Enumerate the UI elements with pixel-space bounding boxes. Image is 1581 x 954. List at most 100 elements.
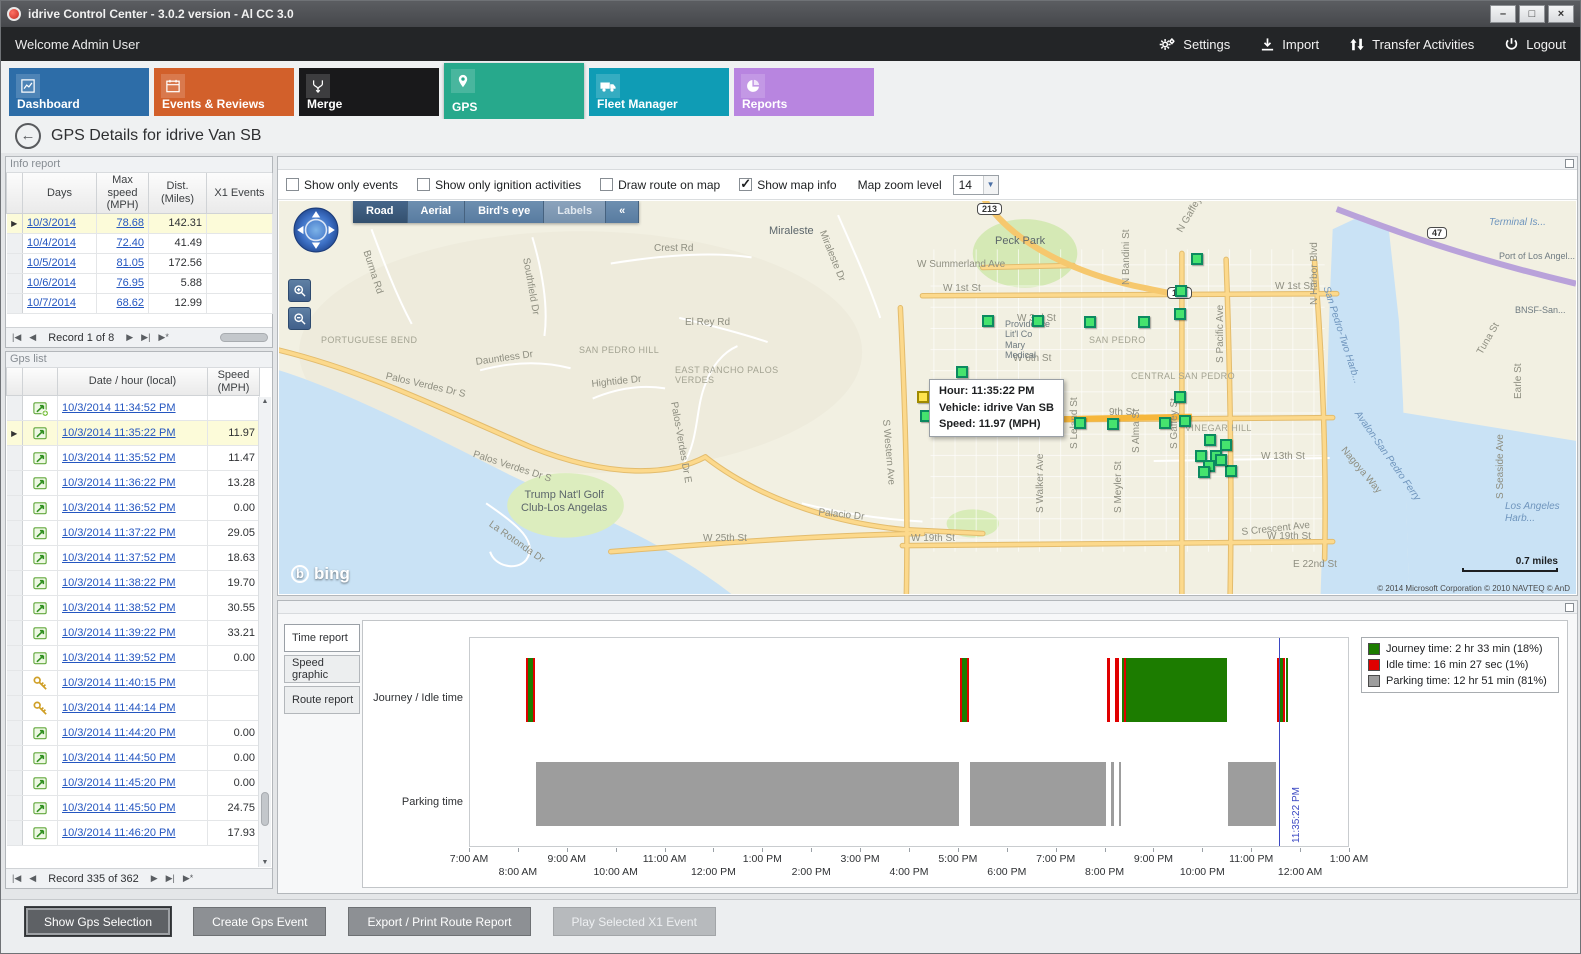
vertical-scrollbar[interactable]: ▲ ▼	[258, 397, 271, 867]
nav-tile-merge[interactable]: Merge	[299, 68, 439, 116]
pager-first-button[interactable]: |◀	[12, 873, 22, 883]
checkbox-icon[interactable]	[600, 178, 614, 191]
gps-marker[interactable]	[1138, 316, 1150, 328]
datetime-cell[interactable]: 10/3/2014 11:44:20 PM	[57, 720, 208, 747]
checkbox-icon[interactable]	[286, 178, 299, 191]
gps-list-row[interactable]: 10/3/2014 11:34:52 PM	[6, 395, 260, 422]
datetime-cell[interactable]: 10/3/2014 11:45:20 PM	[57, 770, 208, 797]
nav-tile-fleet[interactable]: Fleet Manager	[589, 68, 729, 116]
datetime-cell[interactable]: 10/3/2014 11:45:50 PM	[57, 795, 208, 822]
checkbox-show-only-ignition[interactable]: Show only ignition activities	[417, 178, 581, 192]
chevron-down-icon[interactable]: ▼	[982, 175, 998, 194]
gps-list-row[interactable]: 10/3/2014 11:36:52 PM 0.00	[6, 495, 260, 522]
settings-button[interactable]: Settings	[1158, 37, 1230, 52]
datetime-cell[interactable]: 10/3/2014 11:37:52 PM	[57, 545, 208, 572]
gps-marker[interactable]	[1191, 253, 1203, 265]
pager-last-button[interactable]: ▶|	[165, 873, 175, 883]
gps-marker[interactable]	[1174, 308, 1186, 320]
zoom-in-button[interactable]	[288, 279, 311, 302]
close-button[interactable]: ×	[1548, 5, 1574, 23]
gps-list-row[interactable]: 10/3/2014 11:38:22 PM 19.70	[6, 570, 260, 597]
info-report-row[interactable]: 10/5/2014 81.05 172.56	[6, 253, 273, 274]
transfer-button[interactable]: Transfer Activities	[1349, 37, 1474, 52]
pager-first-button[interactable]: |◀	[12, 332, 22, 342]
datetime-cell[interactable]: 10/3/2014 11:35:22 PM	[57, 420, 208, 447]
gps-marker[interactable]	[982, 315, 994, 327]
info-report-row[interactable]: ▶ 10/3/2014 78.68 142.31	[6, 213, 273, 234]
map-zoom-dropdown[interactable]: 14 ▼	[952, 174, 999, 195]
gps-marker[interactable]	[1204, 434, 1216, 446]
datetime-cell[interactable]: 10/3/2014 11:36:22 PM	[57, 470, 208, 497]
pager-next-button[interactable]: ▶	[126, 332, 134, 342]
export-print-route-report-button[interactable]: Export / Print Route Report	[348, 907, 531, 936]
gps-list-row[interactable]: 10/3/2014 11:38:52 PM 30.55	[6, 595, 260, 622]
gps-list-row[interactable]: 10/3/2014 11:44:50 PM 0.00	[6, 745, 260, 772]
nav-tile-gps[interactable]: GPS	[444, 63, 584, 119]
datetime-cell[interactable]: 10/3/2014 11:36:52 PM	[57, 495, 208, 522]
column-header[interactable]: Days	[22, 173, 97, 214]
chart-expand-button[interactable]	[1565, 603, 1574, 612]
chart-tab-time-report[interactable]: Time report	[284, 624, 360, 652]
datetime-cell[interactable]: 10/3/2014 11:35:52 PM	[57, 445, 208, 472]
gps-marker[interactable]	[1179, 415, 1191, 427]
gps-list-row[interactable]: 10/3/2014 11:35:52 PM 11.47	[6, 445, 260, 472]
gps-marker[interactable]	[1225, 465, 1237, 477]
max-speed-cell[interactable]: 76.95	[96, 273, 149, 294]
day-cell[interactable]: 10/6/2014	[22, 273, 97, 294]
gps-marker[interactable]	[1107, 418, 1119, 430]
pager-prev-button[interactable]: ◀	[29, 873, 37, 883]
gps-marker[interactable]	[956, 366, 968, 378]
gps-list-row[interactable]: 10/3/2014 11:44:14 PM	[6, 695, 260, 722]
gps-marker[interactable]	[1032, 315, 1044, 327]
gps-marker[interactable]	[1159, 417, 1171, 429]
info-report-row[interactable]: 10/4/2014 72.40 41.49	[6, 233, 273, 254]
datetime-cell[interactable]: 10/3/2014 11:39:52 PM	[57, 645, 208, 672]
datetime-cell[interactable]: 10/3/2014 11:44:14 PM	[57, 695, 208, 722]
gps-list-row[interactable]: 10/3/2014 11:37:52 PM 18.63	[6, 545, 260, 572]
maximize-button[interactable]: □	[1519, 5, 1545, 23]
pager-next-button[interactable]: ▶	[150, 873, 158, 883]
gps-list-row[interactable]: ▶ 10/3/2014 11:35:22 PM 11.97	[6, 420, 260, 447]
checkbox-icon[interactable]	[739, 176, 753, 192]
map-tab-bird-s-eye[interactable]: Bird's eye	[465, 201, 545, 223]
gps-marker-selected[interactable]	[917, 391, 929, 403]
pager-new-button[interactable]: ▶*	[158, 332, 169, 342]
back-button[interactable]: ←	[15, 123, 41, 149]
datetime-cell[interactable]: 10/3/2014 11:46:20 PM	[57, 820, 208, 847]
chart-tab-route-report[interactable]: Route report	[284, 686, 360, 714]
checkbox-show-only-events[interactable]: Show only events	[286, 178, 398, 192]
gps-list-row[interactable]: 10/3/2014 11:39:52 PM 0.00	[6, 645, 260, 672]
horizontal-scrollbar-thumb[interactable]	[220, 333, 268, 342]
day-cell[interactable]: 10/4/2014	[22, 233, 97, 254]
gps-list-row[interactable]: 10/3/2014 11:46:20 PM 17.93	[6, 820, 260, 847]
datetime-cell[interactable]: 10/3/2014 11:40:15 PM	[57, 670, 208, 697]
nav-tile-dashboard[interactable]: Dashboard	[9, 68, 149, 116]
pager-last-button[interactable]: ▶|	[141, 332, 151, 342]
pager-new-button[interactable]: ▶*	[182, 873, 194, 883]
gps-list-row[interactable]: 10/3/2014 11:39:22 PM 33.21	[6, 620, 260, 647]
datetime-cell[interactable]: 10/3/2014 11:38:22 PM	[57, 570, 208, 597]
scroll-down-icon[interactable]: ▼	[261, 859, 269, 866]
checkbox-icon[interactable]	[417, 178, 431, 191]
column-header[interactable]: Speed (MPH)	[207, 368, 260, 397]
column-header[interactable]: X1 Events	[206, 173, 273, 214]
vertical-scrollbar-thumb[interactable]	[261, 791, 269, 826]
create-gps-event-button[interactable]: Create Gps Event	[193, 907, 327, 936]
gps-list-row[interactable]: 10/3/2014 11:45:50 PM 24.75	[6, 795, 260, 822]
gps-marker[interactable]	[1198, 466, 1210, 478]
gps-list-row[interactable]: 10/3/2014 11:36:22 PM 13.28	[6, 470, 260, 497]
map-tab-road[interactable]: Road	[353, 201, 408, 223]
zoom-out-button[interactable]	[288, 307, 311, 330]
nav-tile-reports[interactable]: Reports	[734, 68, 874, 116]
gps-list-row[interactable]: 10/3/2014 11:40:15 PM	[6, 670, 260, 697]
max-speed-cell[interactable]: 72.40	[96, 233, 149, 254]
gps-marker[interactable]	[1084, 316, 1096, 328]
day-cell[interactable]: 10/5/2014	[22, 253, 97, 274]
info-report-row[interactable]: 10/6/2014 76.95 5.88	[6, 273, 273, 294]
datetime-cell[interactable]: 10/3/2014 11:37:22 PM	[57, 520, 208, 547]
gps-list-row[interactable]: 10/3/2014 11:37:22 PM 29.05	[6, 520, 260, 547]
gps-marker[interactable]	[1220, 439, 1232, 451]
show-gps-selection-button[interactable]: Show Gps Selection	[25, 907, 172, 936]
minimize-button[interactable]: –	[1490, 5, 1516, 23]
day-cell[interactable]: 10/3/2014	[22, 213, 97, 234]
